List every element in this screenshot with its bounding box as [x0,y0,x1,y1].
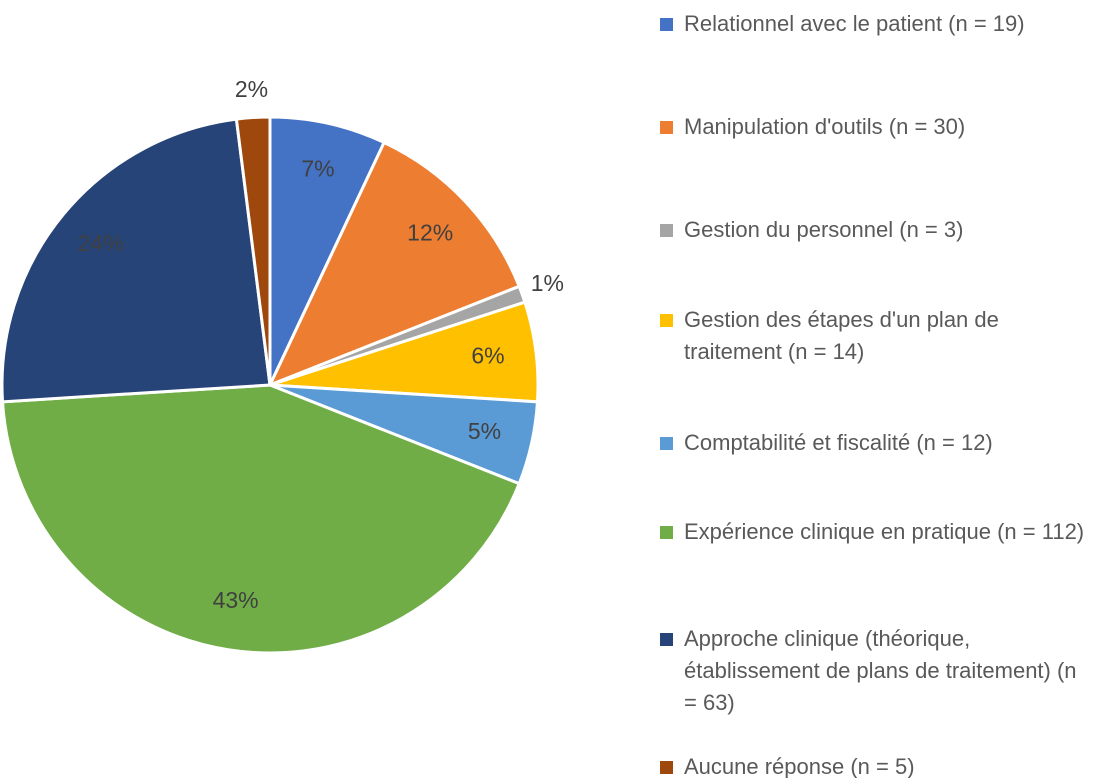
legend-swatch [660,224,673,237]
slice-label: 5% [468,418,501,444]
slice-label: 43% [213,587,259,613]
slice-label: 2% [235,76,268,102]
legend-label: Approche clinique (théorique, établissem… [684,626,1077,715]
legend-item: Approche clinique (théorique, établissem… [660,623,1090,719]
pie-slice [268,115,387,386]
legend-label: Gestion des étapes d'un plan de traiteme… [684,307,999,364]
legend-item: Relationnel avec le patient (n = 19) [660,8,1090,40]
slice-label: 6% [471,343,504,369]
legend-label: Aucune réponse (n = 5) [684,754,915,778]
legend-swatch [660,761,673,774]
legend-swatch [660,633,673,646]
pie-slice [267,140,522,388]
legend-label: Relationnel avec le patient (n = 19) [684,11,1025,36]
pie-slice [0,117,272,404]
legend-label: Manipulation d'outils (n = 30) [684,114,966,139]
slice-label: 1% [531,270,564,296]
slice-label: 24% [78,230,124,256]
legend-label: Comptabilité et fiscalité (n = 12) [684,430,993,455]
legend-swatch [660,18,673,31]
legend-swatch [660,121,673,134]
legend-item: Gestion des étapes d'un plan de traiteme… [660,304,1090,368]
pie-area: 7% 12% 1% 6% 5% 43% 24% 2% [0,76,564,655]
pie-slice [234,115,272,386]
legend-item: Gestion du personnel (n = 3) [660,214,1090,246]
legend-label: Gestion du personnel (n = 3) [684,217,964,242]
legend-swatch [660,437,673,450]
legend-swatch [660,526,673,539]
slice-label: 12% [407,220,453,246]
legend-label: Expérience clinique en pratique (n = 112… [684,519,1085,544]
slice-label: 7% [301,156,334,182]
legend-item: Manipulation d'outils (n = 30) [660,111,1090,143]
legend-item: Comptabilité et fiscalité (n = 12) [660,427,1090,459]
legend-item: Aucune réponse (n = 5) [660,751,1090,778]
legend-item: Expérience clinique en pratique (n = 112… [660,516,1090,548]
pie-slice [0,383,522,655]
legend-swatch [660,314,673,327]
